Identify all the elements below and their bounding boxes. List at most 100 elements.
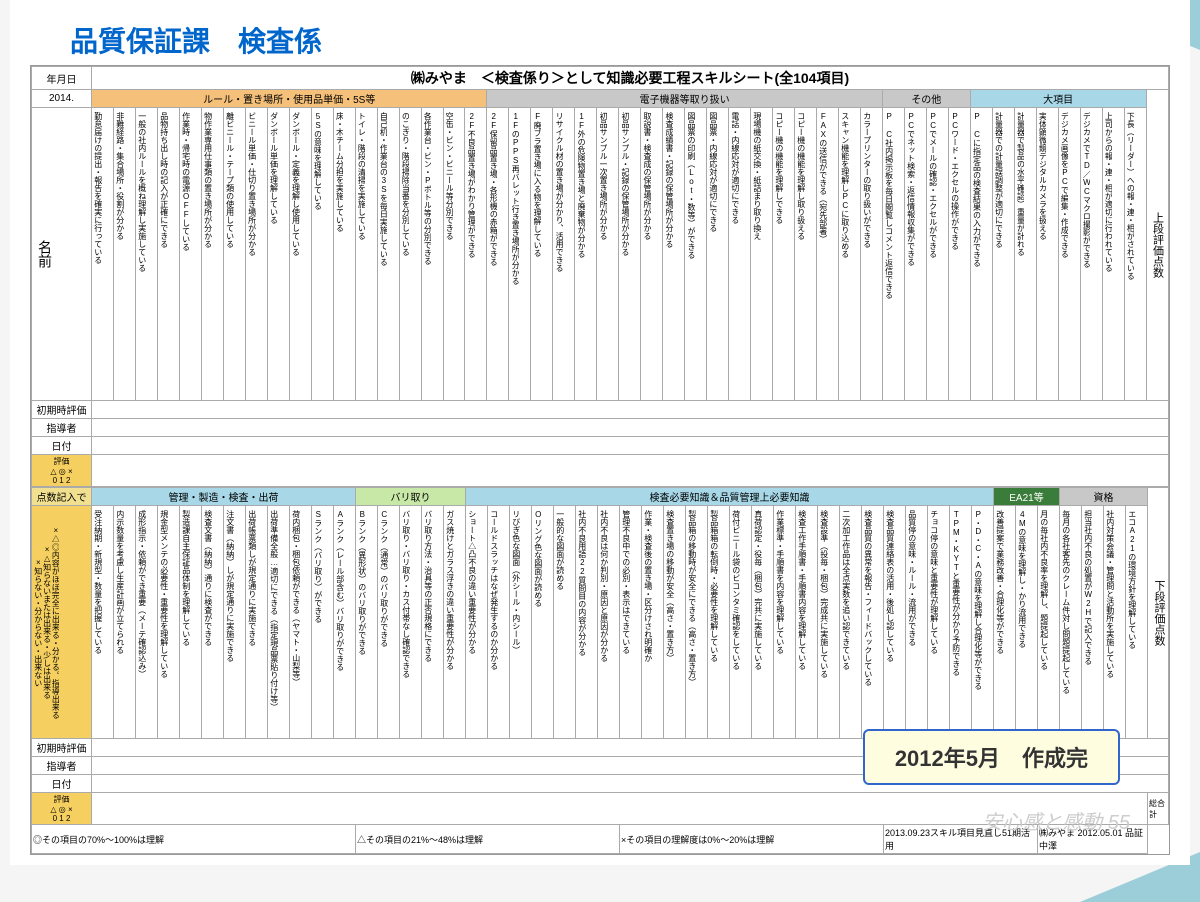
skill-item: ビニール単価・仕切り置き場所が分かる: [247, 109, 256, 399]
skill-item: PCでメールの確認・エクセルができる: [928, 109, 937, 399]
skill-item: スキャン機能を理解しPCに取り込める: [840, 109, 849, 399]
name-label: 名前: [33, 109, 57, 399]
section-electronics: 電子機器等取り扱い: [487, 90, 882, 108]
skill-item: ダンボール・定義を理解し使用している: [291, 109, 300, 399]
score-entry-label: 点数記入で: [32, 488, 92, 506]
skill-item: 検査品質連絡表の活用・後処し認している: [885, 507, 894, 737]
section-cert: 資格: [1060, 488, 1148, 506]
skill-item: 検査工作手順書・手順書内容を理解している: [797, 507, 806, 737]
skill-item: 内示数量を考慮し生産計画が立てられる: [115, 507, 124, 737]
skill-item: 離ビニール・テープ類の使用している: [225, 109, 234, 399]
skill-item: 出荷帳票類しが規定通りに実施できる: [247, 507, 256, 737]
skill-item: 管理不良中での必別・表示はできている: [621, 507, 630, 737]
skill-item: Bランク（異形状）のバリ取りができる: [357, 507, 366, 737]
skill-item: 現場機の紙交換・紙詰まり取り換え: [752, 109, 761, 399]
skill-item: 初品サンプル一次置き場所が分かる: [598, 109, 607, 399]
skill-item: 2F不良品置き場がわかり管理ができる: [466, 109, 475, 399]
skill-item: 検査置き場の移動が安全（高さ・置き方）: [665, 507, 674, 737]
skill-item: トイレ・階段の清掃を実施している: [357, 109, 366, 399]
skill-item: 検査文書（納納）通りに検査ができる: [203, 507, 212, 737]
skill-item: 品物持ち出し時の記入が正確にできる: [159, 109, 168, 399]
skill-item: 作業標準・手順書を内容を理解している: [775, 507, 784, 737]
skill-item: 空缶・ビン・ビニール等分別できる: [445, 109, 454, 399]
legend-1: △その項目の21%～48%は理解: [356, 825, 620, 854]
date-row-label2: 日付: [32, 775, 92, 793]
watermark: 安心感と感動 55: [982, 806, 1130, 835]
skill-item: 5Sの意味を理解している: [313, 109, 322, 399]
skill-item: FAXの送信ができる（宛先部署）: [818, 109, 827, 399]
skill-item: 初品サンプル・記録の保管場所が分かる: [620, 109, 629, 399]
skill-item: エコA21の環境方針を理解している: [1127, 507, 1136, 737]
skill-item: 図品票・内線応対が適切にできる: [708, 109, 717, 399]
skill-item: 取説書・検査成の保管場所が分かる: [642, 109, 651, 399]
skill-item: 上司からの報・連・相が適切に行われている: [1104, 109, 1113, 399]
skill-item: リびぎ色な図面（外シール・内シール）: [511, 507, 520, 737]
instructor-label: 指導者: [32, 419, 92, 437]
skill-item: Sランク（バリ取り）ができる: [313, 507, 322, 737]
skill-item: PCワード・エクセルの操作ができる: [950, 109, 959, 399]
skill-item: 社内対策会議・管理問と活動所を実施している: [1105, 507, 1114, 737]
section-ea21: EA21等: [994, 488, 1060, 506]
skill-item: 出荷準備全般…適切にできる（指定現品票貼り付け等）: [269, 507, 278, 737]
skill-item: Oリング色な図面が読める: [533, 507, 542, 737]
lower-table: 点数記入で 管理・製造・検査・出荷 バリ取り 検査必要知識＆品質管理上必要知識 …: [31, 487, 1169, 854]
skill-item: 物作業専用仕事類の置き場所が分かる: [203, 109, 212, 399]
skill-item: 成形指示・依頼ができ重要（メーテ確認込み）: [137, 507, 146, 737]
section-bari: バリ取り: [356, 488, 466, 506]
page-container: 品質保証課 検査係 年月日 ㈱みやま ＜検査係り＞として知識必要工程スキルシート…: [10, 0, 1190, 865]
skill-item: 真荷認定・役毎（梱包）完共に実施している: [753, 507, 762, 737]
skill-item: 一般的な図面が読める: [555, 507, 564, 737]
skill-item: コピー機の機能を理解しできる: [774, 109, 783, 399]
skill-item: ダンボール単価を理解している: [269, 109, 278, 399]
skill-item: デジカメでTD／WCマクロ撮影ができる: [1082, 109, 1091, 399]
skill-item: 4Mの意味を理解し・かり流用できる: [1017, 507, 1026, 737]
skill-item: 床・木チーム分担を実施している: [335, 109, 344, 399]
skill-item: P C社内掲示板を毎日閲覧しコメント返信できる: [884, 109, 893, 399]
skill-item: 製品箱の移動時が安全にできる（高さ・置き方）: [687, 507, 696, 737]
skill-item: 製造課自主保証品体制を理解している: [181, 507, 190, 737]
skill-item: 荷内梱包・梱包依頼ができる（ヤマト・山梨等）: [291, 507, 300, 737]
skill-item: 検査品質の異常を報告・フィードバックしている: [863, 507, 872, 737]
skill-item: TPM・KYTと重要性が分かり予防できる: [951, 507, 960, 737]
skill-item: P・D・C・Aの意味を理解し合理化等ができる: [973, 507, 982, 737]
section-qc: 検査必要知識＆品質管理上必要知識: [466, 488, 994, 506]
skill-item: バリ取り方法・治具等の正否規格にできる: [423, 507, 432, 737]
skill-item: F廃ブラ置き場に入る物を理解している: [532, 109, 541, 399]
skill-item: 計量器で製品の水平確認）重量が計れる: [1016, 109, 1025, 399]
upper-score-label: 上段評価点数: [1148, 207, 1168, 283]
skill-item: カラープリンターの取り扱いができる: [862, 109, 871, 399]
skill-item: 実体顕微鏡デジタルカメラを扱える: [1038, 109, 1047, 399]
year-cell: 2014.: [32, 90, 92, 108]
skill-item: ガス焼けとガラス浮きの違い重要性が分かる: [445, 507, 454, 737]
skill-item: 図品票の印刷（Lot・数等）ができる: [686, 109, 695, 399]
skill-item: コピー機の機能を理解し取り扱える: [796, 109, 805, 399]
skill-item: 規金型メンテの必要性・重要性を理解している: [159, 507, 168, 737]
skill-item: 電話・内線応対が適切にできる: [730, 109, 739, 399]
skill-item: 改善提案で業務改善・合理化等ができる: [995, 507, 1004, 737]
skill-item: 品質停の意味・ルール・流用ができる: [907, 507, 916, 737]
skill-item: 作業時・帰宅時の電源OFFしている: [181, 109, 190, 399]
date-row-label: 日付: [32, 437, 92, 455]
skill-item: 月の毎社内不良率を理解し、題提起している: [1039, 507, 1048, 737]
legend-2: ×その項目の理解度は0%～20%は理解: [620, 825, 884, 854]
skill-item: 作業・検査後の置き場・区分けされ明確か: [643, 507, 652, 737]
upper-table: 年月日 ㈱みやま ＜検査係り＞として知識必要工程スキルシート(全104項目) 2…: [31, 66, 1169, 487]
section-other: その他: [882, 90, 970, 108]
instructor-label2: 指導者: [32, 757, 92, 775]
skill-item: のこぎり・階段掃除当番を分別している: [401, 109, 410, 399]
completion-badge: 2012年5月 作成完: [863, 729, 1120, 785]
section-mgmt: 管理・製造・検査・出荷: [92, 488, 356, 506]
skill-item: リサイクル材の置き場が分かり、活用できる: [554, 109, 563, 399]
section-major: 大項目: [970, 90, 1146, 108]
skill-item: 検査設準（投毎・梱包）完成共に実施している: [819, 507, 828, 737]
initial-eval-label2: 初期時評価: [32, 739, 92, 757]
skill-item: 勤怠届けの提出・報告を確実に行っている: [93, 109, 102, 399]
total-label: 総合計: [1148, 793, 1169, 825]
skill-item: バリ取り・バリ取り・カス付帯なし確認できる: [401, 507, 410, 737]
skill-item: PCでネット検索・返信情報収集ができる: [906, 109, 915, 399]
date-label: 年月日: [32, 67, 92, 90]
skill-item: 二次加工作品は全点実数を追い認できている: [841, 507, 850, 737]
initial-eval-label: 初期時評価: [32, 401, 92, 419]
skill-item: チョコ停の意味と重要性が理解している: [929, 507, 938, 737]
skill-item: デジカメ画像をPCで編集・作成できる: [1060, 109, 1069, 399]
